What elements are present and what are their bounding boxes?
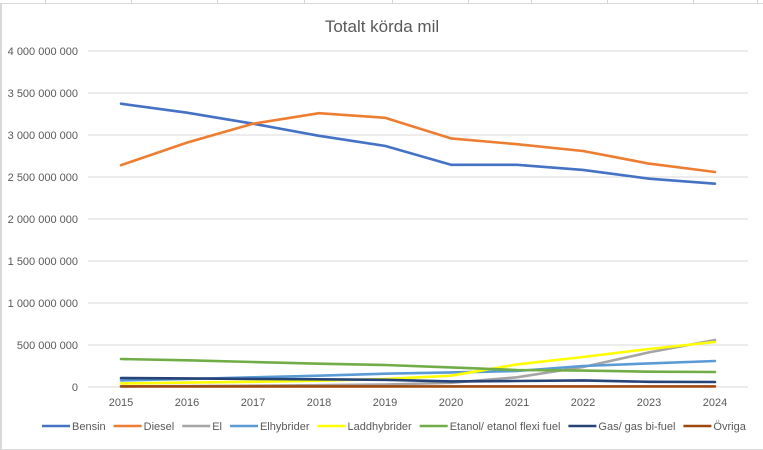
series-line-etanol-etanol-flexi-fuel — [119, 357, 717, 374]
chart-title: Totalt körda mil — [325, 17, 439, 36]
y-tick-label: 500 000 000 — [17, 340, 78, 352]
y-tick-label: 3 000 000 000 — [8, 130, 78, 142]
y-tick-label: 2 500 000 000 — [8, 172, 78, 184]
legend-label: Övriga — [713, 421, 746, 433]
x-axis-tick-labels: 2015 2016 2017 2018 2019 2020 2021 2022 2023 2024 — [109, 397, 727, 409]
spreadsheet-column-gridlines — [0, 0, 763, 4]
legend-label: Gas/ gas bi-fuel — [598, 421, 675, 433]
x-tick-label: 2020 — [439, 397, 463, 409]
column-separator — [757, 0, 758, 3]
x-tick-label: 2024 — [703, 397, 727, 409]
column-separator — [45, 0, 46, 3]
legend-item: Diesel — [113, 421, 175, 433]
y-tick-label: 2 000 000 000 — [8, 214, 78, 226]
y-tick-label: 3 500 000 000 — [8, 88, 78, 100]
chart-container[interactable]: Totalt körda mil 0 500 000 000 1 000 000 0… — [0, 3, 763, 450]
legend-item: Gas/ gas bi-fuel — [568, 421, 675, 433]
x-tick-label: 2023 — [637, 397, 661, 409]
legend-label: Etanol/ etanol flexi fuel — [450, 421, 561, 433]
series-line-laddhybrider — [119, 340, 717, 385]
column-separator — [468, 0, 469, 3]
column-separator — [693, 0, 694, 3]
y-tick-label: 4 000 000 000 — [8, 46, 78, 58]
gridlines — [88, 50, 748, 388]
x-tick-label: 2021 — [505, 397, 529, 409]
column-separator — [392, 0, 393, 3]
series-lines — [119, 102, 717, 388]
legend-item: Elhybrider — [229, 421, 310, 433]
column-separator — [304, 0, 305, 3]
legend-item: Etanol/ etanol flexi fuel — [419, 421, 561, 433]
legend-label: Laddhybrider — [348, 421, 413, 433]
column-separator — [131, 0, 132, 3]
legend-label: El — [212, 421, 222, 433]
legend-item: El — [182, 421, 222, 433]
y-tick-label: 1 500 000 000 — [8, 256, 78, 268]
x-tick-label: 2016 — [175, 397, 199, 409]
legend-item: Övriga — [683, 421, 747, 433]
series-line-bensin — [119, 102, 717, 185]
x-tick-label: 2017 — [241, 397, 265, 409]
x-tick-label: 2018 — [307, 397, 331, 409]
series-line-diesel — [119, 111, 717, 174]
x-tick-label: 2015 — [109, 397, 133, 409]
legend-label: Diesel — [144, 421, 175, 433]
column-separator — [217, 0, 218, 3]
legend-item: Laddhybrider — [317, 421, 413, 433]
legend: Bensin Diesel El Elhybrider Laddhybrider Etan… — [42, 421, 747, 433]
line-chart: Totalt körda mil 0 500 000 000 1 000 000 0… — [8, 17, 748, 433]
y-tick-label: 0 — [72, 382, 78, 394]
x-tick-label: 2019 — [373, 397, 397, 409]
y-axis-tick-labels: 0 500 000 000 1 000 000 000 1 500 000 000 2 … — [8, 46, 78, 394]
column-separator — [607, 0, 608, 3]
legend-label: Bensin — [72, 421, 106, 433]
series-line-gas-gas-bi-fuel — [119, 376, 717, 384]
legend-item: Bensin — [42, 421, 106, 433]
column-separator — [531, 0, 532, 3]
legend-label: Elhybrider — [260, 421, 310, 433]
x-tick-label: 2022 — [571, 397, 595, 409]
y-tick-label: 1 000 000 000 — [8, 298, 78, 310]
